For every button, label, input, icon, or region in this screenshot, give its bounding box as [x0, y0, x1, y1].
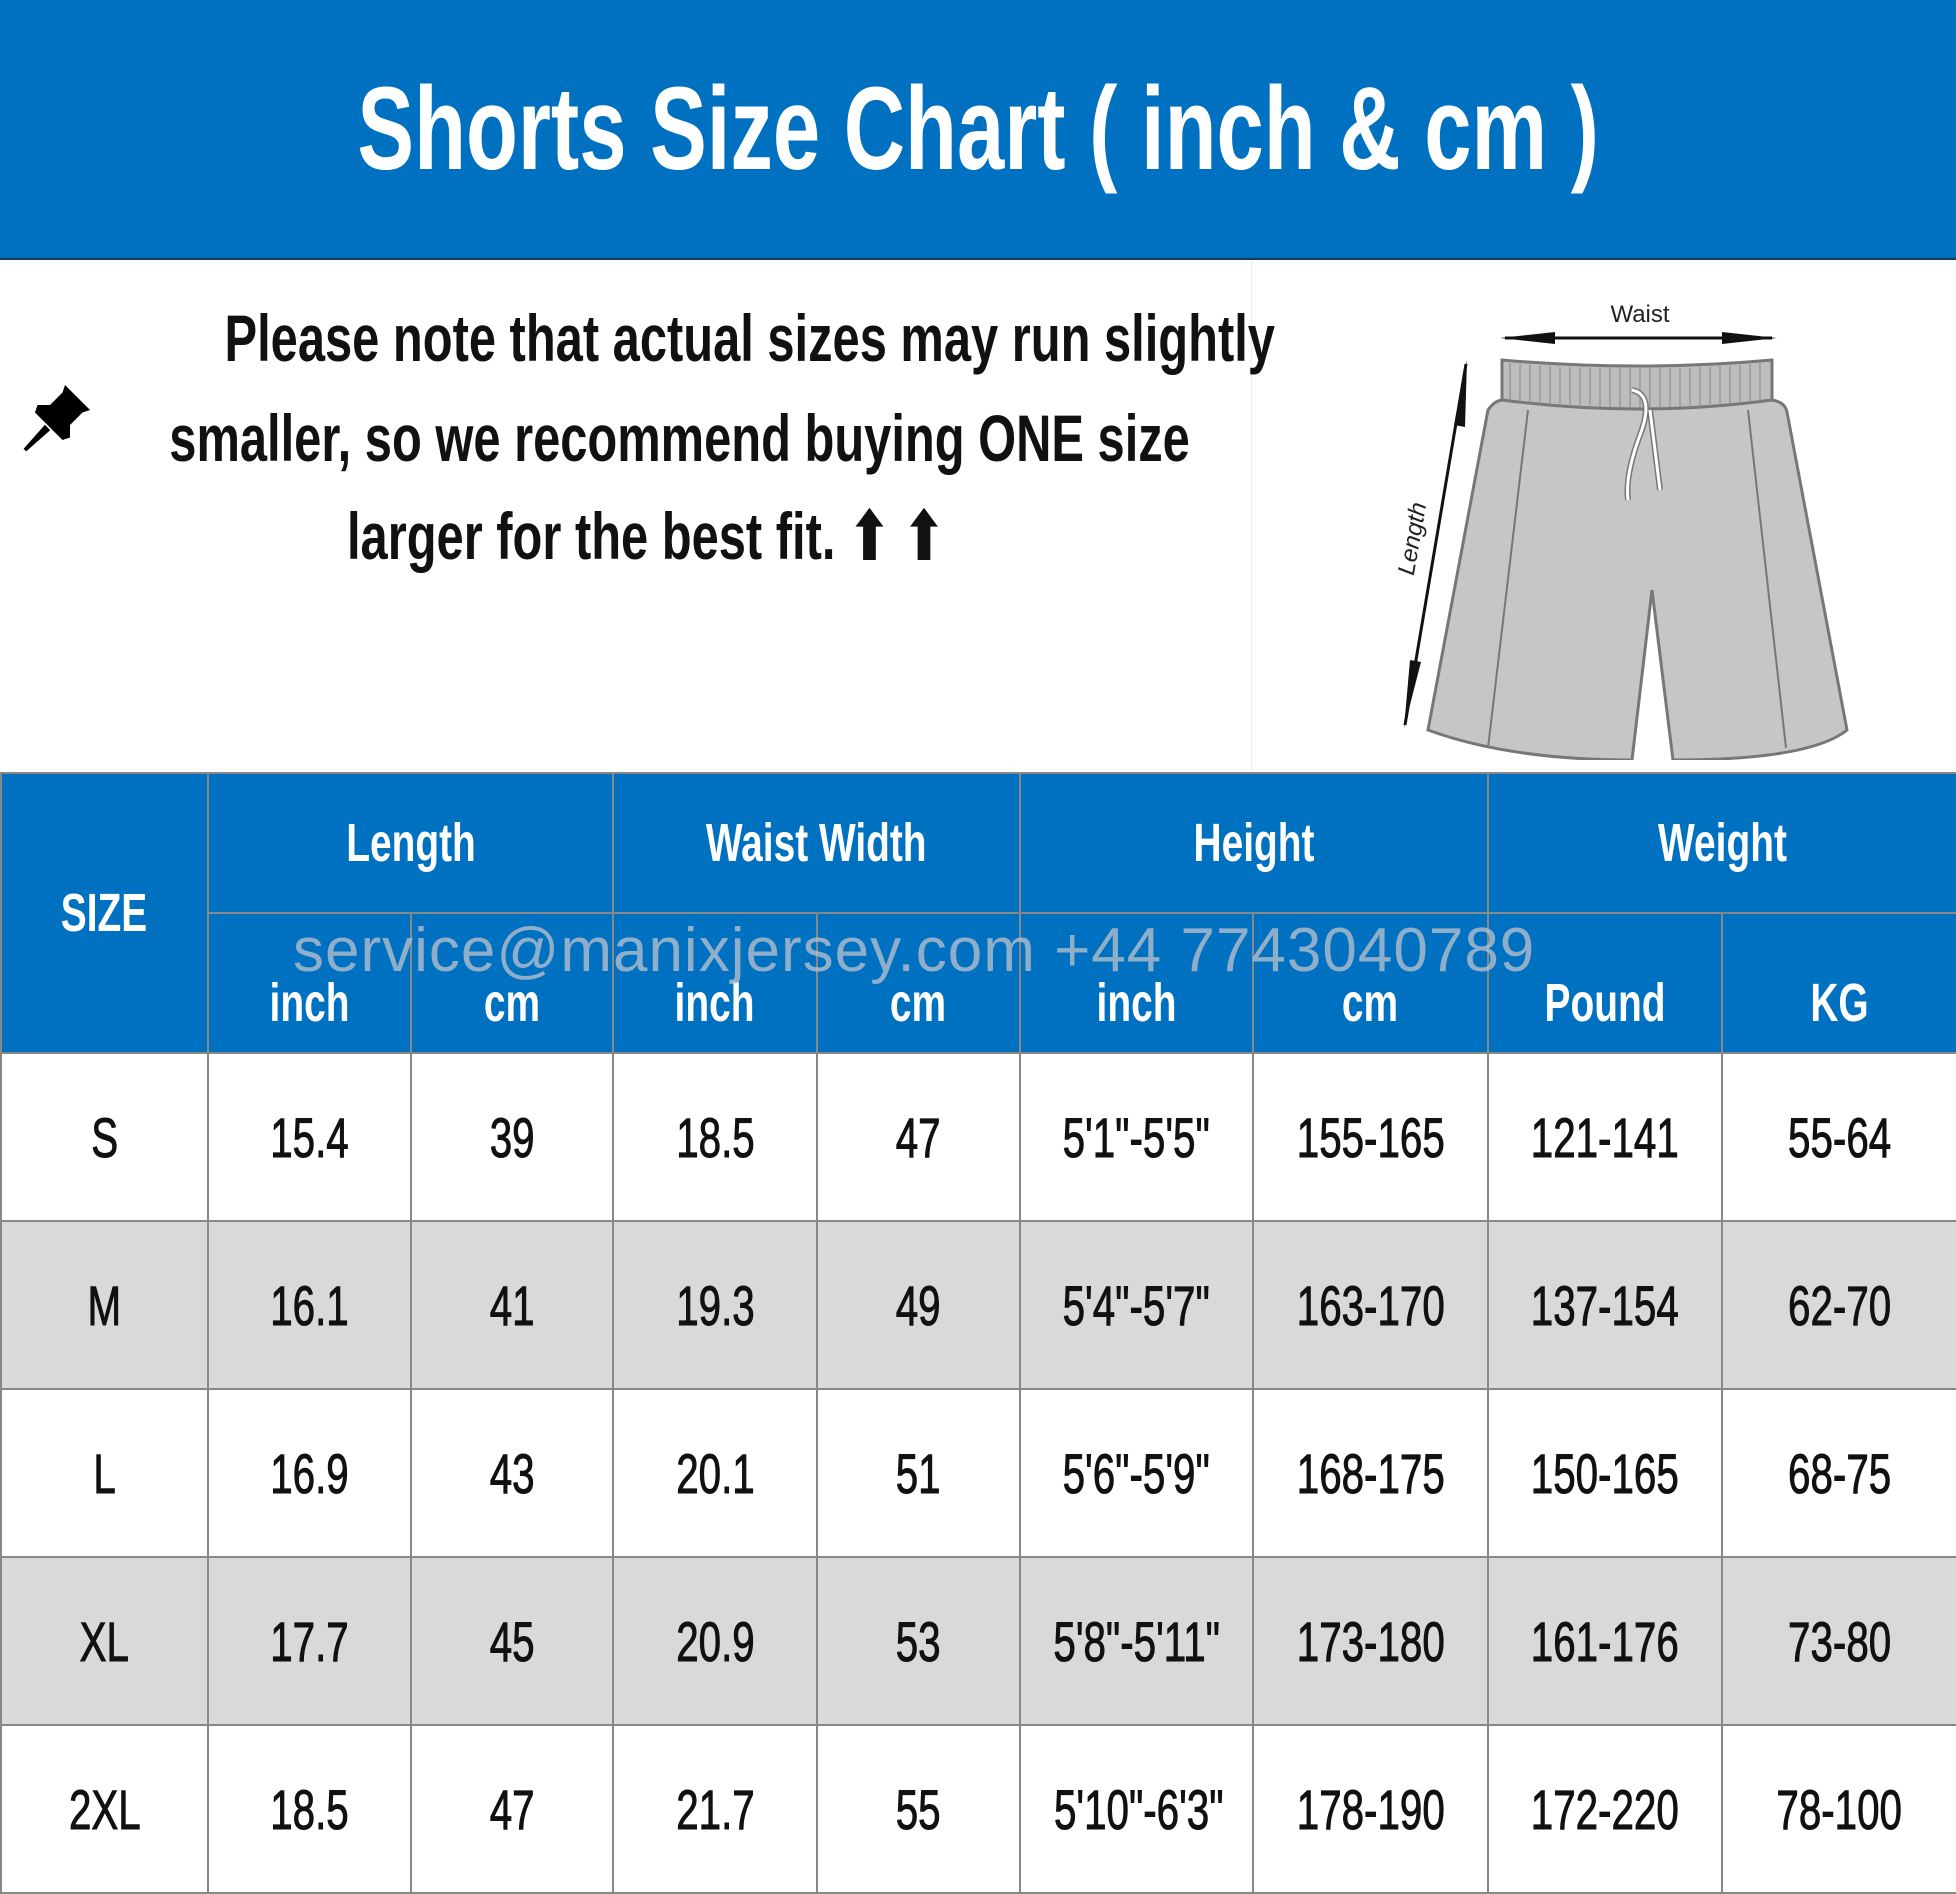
table-cell: 5'4"-5'7"	[1019, 1220, 1254, 1390]
unit-header: inch	[1019, 912, 1254, 1054]
table-cell: 15.4	[207, 1052, 412, 1222]
table-cell: 73-80	[1720, 1556, 1956, 1726]
unit-header: inch	[612, 912, 818, 1054]
size-table: SIZE Length Waist Width Height Weight in…	[0, 772, 1956, 1894]
table-cell: 49	[816, 1220, 1021, 1390]
table-cell: 121-141	[1487, 1052, 1723, 1222]
table-cell: 18.5	[612, 1052, 818, 1222]
table-cell: 53	[816, 1556, 1021, 1726]
table-row: L 16.9 43 20.1 51 5'6"-5'9" 168-175 150-165 68-7…	[0, 1388, 1956, 1558]
header-size: SIZE	[0, 772, 209, 1054]
table-cell: 20.9	[612, 1556, 818, 1726]
table-cell: 62-70	[1720, 1220, 1956, 1390]
table-cell: 155-165	[1252, 1052, 1489, 1222]
table-row: 2XL 18.5 47 21.7 55 5'10"-6'3" 178-190 172-220 7…	[0, 1724, 1956, 1894]
header-weight: Weight	[1486, 772, 1956, 914]
table-cell: 5'1"-5'5"	[1019, 1052, 1254, 1222]
table-cell: 55-64	[1720, 1052, 1956, 1222]
table-row: S 15.4 39 18.5 47 5'1"-5'5" 155-165 121-141 55-6…	[0, 1052, 1956, 1222]
unit-header: cm	[1252, 912, 1489, 1054]
table-cell: 19.3	[612, 1220, 818, 1390]
unit-header: KG	[1720, 912, 1956, 1054]
header-length: Length	[207, 772, 614, 914]
table-cell: 5'6"-5'9"	[1019, 1388, 1254, 1558]
table-cell: 173-180	[1252, 1556, 1489, 1726]
table-cell: 178-190	[1252, 1724, 1489, 1894]
table-cell: 2XL	[0, 1724, 209, 1894]
table-cell: 39	[410, 1052, 614, 1222]
waist-label: Waist	[1610, 301, 1669, 328]
size-note: Please note that actual sizes may run sl…	[0, 260, 1275, 772]
watermark: service@manixjersey.com +44 7743040789	[293, 916, 1536, 985]
table-cell: 41	[410, 1220, 614, 1390]
table-cell: M	[0, 1220, 209, 1390]
table-cell: 55	[816, 1724, 1021, 1894]
table-cell: 18.5	[207, 1724, 412, 1894]
table-cell: 16.1	[207, 1220, 412, 1390]
pushpin-icon	[23, 385, 90, 452]
table-cell: 168-175	[1252, 1388, 1489, 1558]
table-cell: S	[0, 1052, 209, 1222]
table-cell: 68-75	[1720, 1388, 1956, 1558]
table-cell: 16.9	[207, 1388, 412, 1558]
header-height: Height	[1019, 772, 1489, 914]
shorts-diagram: Waist Length	[1393, 301, 1849, 760]
table-cell: 47	[410, 1724, 614, 1894]
table-cell: 78-100	[1720, 1724, 1956, 1894]
table-cell: L	[0, 1388, 209, 1558]
unit-header: inch	[207, 912, 412, 1054]
page-title: Shorts Size Chart ( inch & cm )	[0, 0, 1956, 260]
table-cell: 5'8"-5'11"	[1019, 1556, 1254, 1726]
table-cell: 43	[410, 1388, 614, 1558]
table-cell: 21.7	[612, 1724, 818, 1894]
table-row: XL 17.7 45 20.9 53 5'8"-5'11" 173-180 161-176 73…	[0, 1556, 1956, 1726]
table-cell: 150-165	[1487, 1388, 1723, 1558]
table-cell: 45	[410, 1556, 614, 1726]
table-cell: 20.1	[612, 1388, 818, 1558]
unit-header: cm	[816, 912, 1021, 1054]
table-cell: XL	[0, 1556, 209, 1726]
table-cell: 5'10"-6'3"	[1019, 1724, 1254, 1894]
table-cell: 17.7	[207, 1556, 412, 1726]
table-cell: 137-154	[1487, 1220, 1723, 1390]
unit-header: cm	[410, 912, 614, 1054]
header-waist-width: Waist Width	[612, 772, 1021, 914]
table-cell: 163-170	[1252, 1220, 1489, 1390]
table-cell: 172-220	[1487, 1724, 1723, 1894]
unit-header: Pound	[1487, 912, 1723, 1054]
table-cell: 161-176	[1487, 1556, 1723, 1726]
table-row: M 16.1 41 19.3 49 5'4"-5'7" 163-170 137-154 62-7…	[0, 1220, 1956, 1390]
length-label: Length	[1393, 500, 1432, 577]
table-cell: 51	[816, 1388, 1021, 1558]
table-cell: 47	[816, 1052, 1021, 1222]
